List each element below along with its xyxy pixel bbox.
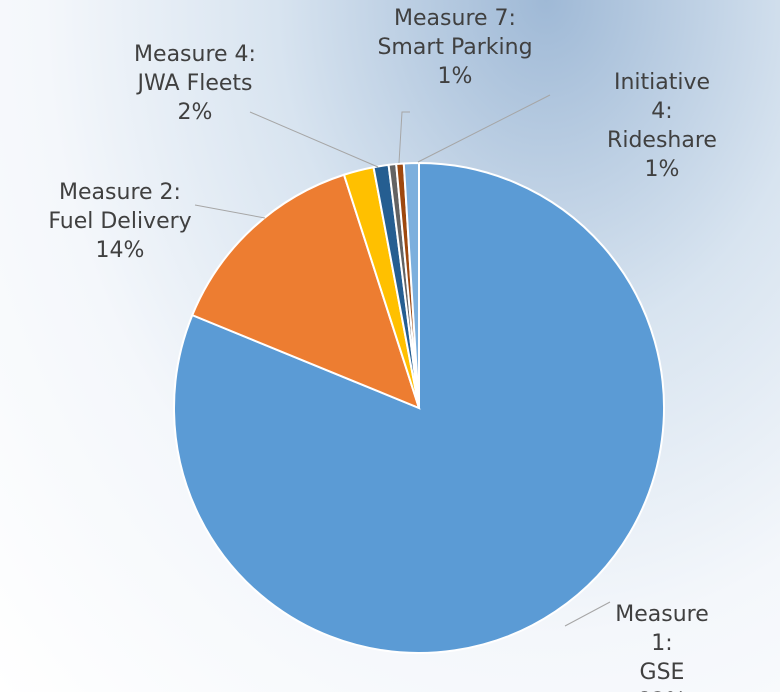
slice-value: 14%: [48, 236, 191, 265]
slice-value: 1%: [377, 62, 532, 91]
leader-line: [418, 95, 550, 162]
slice-value: 82%: [603, 687, 721, 692]
slice-name: Measure 4: JWA Fleets: [134, 40, 256, 98]
slice-name: Initiative 4: Rideshare: [603, 68, 721, 155]
leader-line: [250, 112, 378, 167]
slice-value: 2%: [134, 98, 256, 127]
slice-name: Measure 1: GSE: [603, 600, 721, 687]
slice-name: Measure 7: Smart Parking: [377, 4, 532, 62]
slice-value: 1%: [603, 155, 721, 184]
leader-line: [195, 205, 265, 218]
data-label: Measure 1: GSE82%: [603, 600, 721, 692]
leader-line: [399, 112, 410, 163]
slice-name: Measure 2: Fuel Delivery: [48, 178, 191, 236]
chart: Measure 1: GSE82% Measure 2: Fuel Deliver…: [0, 0, 780, 692]
